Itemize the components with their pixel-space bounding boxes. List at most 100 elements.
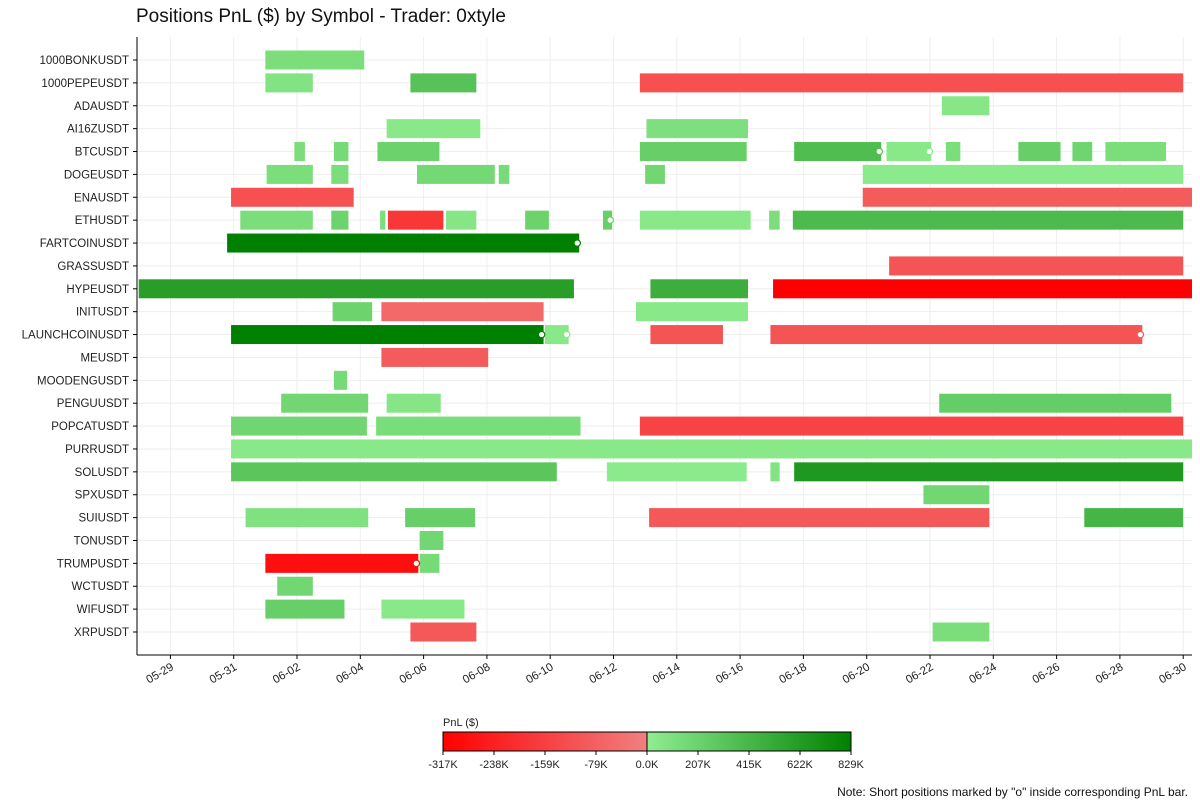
colorbar-negative [443,732,647,751]
pnl-bar [544,325,569,345]
pnl-bar [862,164,1184,184]
pnl-bar [331,210,349,230]
pnl-bar [245,508,369,528]
short-position-marker [875,147,884,156]
pnl-bar [332,302,373,322]
y-tick-label: INITUSDT [76,307,129,319]
chart-title: Positions PnL ($) by Symbol - Trader: 0x… [136,6,506,27]
y-tick-label: GRASSUSDT [57,261,129,273]
pnl-bar [231,439,1192,459]
pnl-bar [932,622,990,642]
y-tick-label: AI16ZUSDT [67,124,129,136]
pnl-bar [645,164,665,184]
pnl-bar [525,210,549,230]
colorbar-tick-label: -238K [479,759,509,771]
pnl-bar [138,279,574,299]
y-tick-label: BTCUSDT [75,147,129,159]
pnl-bar [376,416,581,436]
pnl-bar [635,302,749,322]
x-tick-label: 06-16 [714,661,745,686]
pnl-bar [1084,508,1184,528]
y-tick-label: DOGEUSDT [64,169,129,181]
pnl-bar [419,553,440,573]
pnl-bar [381,599,465,619]
pnl-bar [377,142,440,162]
x-tick-label: 06-20 [841,661,872,686]
pnl-bar [923,485,990,505]
pnl-bar [1105,142,1167,162]
pnl-bar [387,210,444,230]
x-tick-label: 05-31 [208,661,239,686]
pnl-bar [381,347,489,367]
x-tick-label: 06-22 [904,661,935,686]
short-markers-layer [412,147,1145,568]
pnl-bar [333,370,348,390]
pnl-bar [380,210,386,230]
y-tick-label: ENAUSDT [74,192,129,204]
y-tick-label: POPCATUSDT [51,421,129,433]
y-tick-label: MOODENGUSDT [37,375,129,387]
colorbar-tick-label: 829K [838,759,864,771]
pnl-bar [498,164,510,184]
pnl-bar [294,142,305,162]
y-tick-label: PENGUUSDT [57,398,129,410]
x-tick-label: 06-30 [1157,661,1188,686]
y-tick-label: TONUSDT [74,535,129,547]
pnl-bar [410,622,477,642]
pnl-bar [941,96,990,116]
pnl-bar [381,302,544,322]
y-tick-label: WCTUSDT [72,581,130,593]
pnl-bar [231,462,557,482]
colorbar-tick-label: -317K [428,759,458,771]
colorbar-tick-label: 622K [787,759,813,771]
pnl-bar [231,416,367,436]
y-tick-label: SPXUSDT [75,490,129,502]
x-tick-label: 05-29 [144,661,175,686]
x-tick-label: 06-18 [777,661,808,686]
pnl-bar [889,256,1184,276]
pnl-bar [769,210,780,230]
x-tick-label: 06-04 [334,661,366,686]
pnl-bar [281,393,369,413]
pnl-bar [770,325,1143,345]
x-tick-label: 06-28 [1094,661,1125,686]
pnl-bar [1018,142,1061,162]
y-tick-label: WIFUSDT [77,604,129,616]
short-position-marker [537,330,546,339]
pnl-bar [227,233,580,253]
short-position-marker [1136,330,1145,339]
y-tick-label: XRPUSDT [74,627,129,639]
short-position-marker [573,239,582,247]
pnl-bar [945,142,961,162]
x-tick-label: 06-06 [398,661,429,686]
x-tick-label: 06-26 [1031,661,1062,686]
short-position-marker [412,559,421,568]
pnl-bar [773,279,1192,299]
y-tick-label: 1000BONKUSDT [40,55,129,67]
pnl-bar [266,164,313,184]
y-tick-label: SUIUSDT [79,513,129,525]
colorbar-positive [647,732,851,751]
bars-layer [138,50,1192,642]
pnl-bar [606,462,747,482]
pnl-bar [333,142,349,162]
pnl-bar [419,530,444,550]
pnl-bar [386,119,481,139]
pnl-bar [231,187,354,207]
pnl-bar [639,142,747,162]
pnl-bar [770,462,780,482]
axes-layer: 1000BONKUSDT 1000PEPEUSDT ADAUSDT AI16ZUSDT… [22,37,1192,686]
pnl-bar [331,164,349,184]
y-tick-label: LAUNCHCOINUSDT [22,330,129,342]
pnl-bar [1072,142,1093,162]
pnl-bar [862,187,1192,207]
x-tick-label: 06-24 [967,661,999,686]
x-tick-label: 06-12 [588,661,619,686]
pnl-bar [649,508,990,528]
pnl-bar [792,210,1184,230]
x-tick-label: 06-08 [461,661,492,686]
colorbar: PnL ($) -317K -238K -159K -79K 0.0K 207K 415K 62… [428,717,864,771]
pnl-bar [646,119,749,139]
pnl-bar [277,576,313,596]
y-tick-label: ETHUSDT [75,215,129,227]
